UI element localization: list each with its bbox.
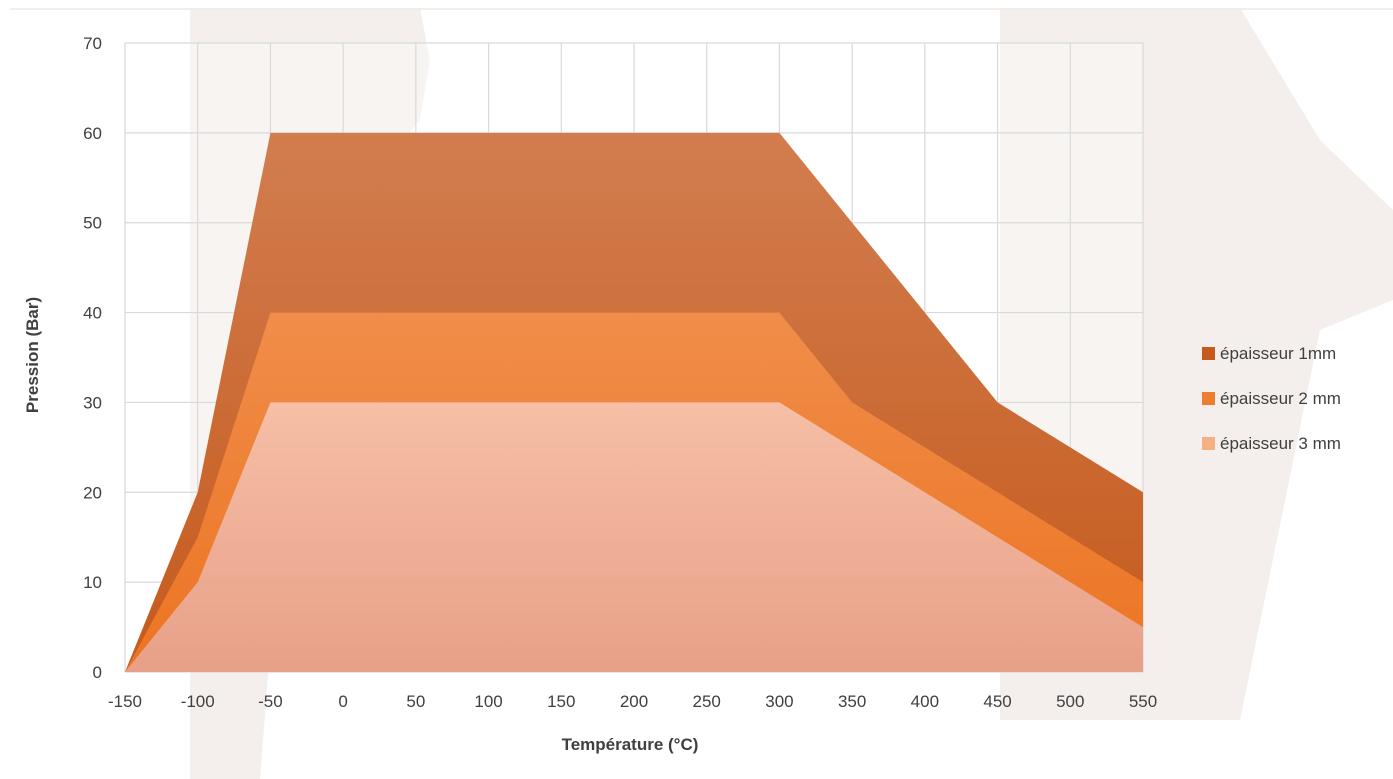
legend: épaisseur 1mm épaisseur 2 mm épaisseur 3 m… — [1202, 344, 1341, 453]
legend-swatch — [1202, 347, 1215, 360]
x-tick-label: -100 — [181, 692, 215, 711]
legend-label: épaisseur 2 mm — [1220, 389, 1341, 408]
x-tick-label: 100 — [474, 692, 502, 711]
x-tick-label: -50 — [258, 692, 283, 711]
area-series-3 — [125, 402, 1143, 672]
y-tick-label: 20 — [83, 483, 102, 502]
x-tick-label: 500 — [1056, 692, 1084, 711]
y-tick-label: 10 — [83, 573, 102, 592]
x-axis-title: Température (°C) — [562, 735, 699, 754]
x-tick-label: 0 — [338, 692, 347, 711]
y-tick-label: 60 — [83, 124, 102, 143]
legend-swatch — [1202, 437, 1215, 450]
x-tick-label: 300 — [765, 692, 793, 711]
x-tick-label: 150 — [547, 692, 575, 711]
y-tick-label: 0 — [93, 663, 102, 682]
y-tick-label: 30 — [83, 393, 102, 412]
legend-label: épaisseur 1mm — [1220, 344, 1336, 363]
y-tick-label: 40 — [83, 304, 102, 323]
x-tick-label: 350 — [838, 692, 866, 711]
area-series-layer — [125, 132, 1143, 672]
x-tick-label: 400 — [911, 692, 939, 711]
legend-label: épaisseur 3 mm — [1220, 434, 1341, 453]
x-tick-label: -150 — [108, 692, 142, 711]
x-tick-label: 200 — [620, 692, 648, 711]
x-tick-label: 50 — [406, 692, 425, 711]
y-tick-label: 50 — [83, 214, 102, 233]
axes: -150 -100 -50 0 50 100 150 200 250 300 350 400 450 50… — [83, 34, 1157, 711]
y-tick-label: 70 — [83, 34, 102, 53]
x-tick-label: 450 — [983, 692, 1011, 711]
legend-swatch — [1202, 392, 1215, 405]
x-tick-label: 550 — [1129, 692, 1157, 711]
x-tick-label: 250 — [693, 692, 721, 711]
y-axis-title: Pression (Bar) — [23, 297, 42, 413]
